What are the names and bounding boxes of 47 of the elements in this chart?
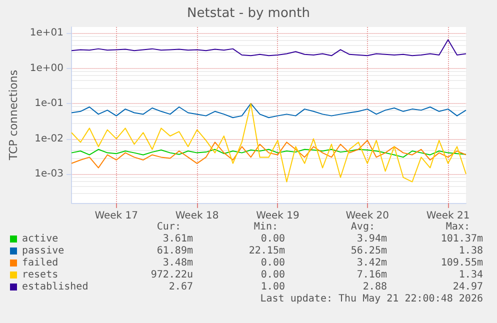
y-tick-label: 1e+00: [30, 62, 64, 74]
text: 2.88: [362, 282, 387, 292]
y-tick-label: 1e-02: [34, 133, 64, 144]
text: Last update: Thu May 21 22:00:48 2026: [260, 294, 483, 304]
x-tick-label: Week 17: [94, 210, 138, 222]
text: 56.25m: [350, 246, 387, 256]
text: 3.61m: [162, 234, 193, 244]
text: Avg:: [350, 222, 375, 232]
line-series: [71, 39, 466, 56]
chart-title: Netstat - by month: [187, 6, 310, 21]
text: 109.55m: [440, 258, 483, 268]
text: 0.00: [260, 258, 285, 268]
text: 22.15m: [248, 246, 285, 256]
line-series: [71, 103, 466, 118]
text: Min:: [254, 222, 278, 232]
text: 3.94m: [356, 234, 387, 244]
text: 2.67: [168, 282, 193, 292]
line-series: [71, 140, 466, 168]
y-tick-label: 1e-01: [34, 98, 64, 110]
text: 61.89m: [156, 246, 193, 256]
legend-label: established: [22, 282, 88, 292]
text: 0.00: [260, 270, 285, 280]
text: 3.42m: [356, 258, 387, 268]
line-series: [71, 103, 466, 182]
y-tick-label: 1e+01: [30, 28, 64, 39]
x-tick-label: Week 21: [426, 210, 470, 222]
text: 24.97: [452, 282, 483, 292]
text: 1.34: [458, 270, 483, 280]
x-tick-label: Week 20: [346, 210, 390, 222]
legend-label: failed: [22, 258, 58, 268]
y-axis-title: TCP connections: [7, 70, 20, 162]
legend-label: passive: [22, 246, 64, 256]
text: 3.48m: [162, 258, 193, 268]
legend-label: resets: [22, 270, 58, 280]
text: 7.16m: [356, 270, 387, 280]
text: Cur:: [156, 222, 181, 232]
text: 972.22u: [150, 270, 193, 280]
text: 1.00: [260, 282, 285, 292]
text: 1.38: [458, 246, 483, 256]
text: 101.37m: [440, 234, 483, 244]
x-tick-label: Week 18: [175, 210, 219, 222]
legend-label: active: [22, 234, 58, 244]
text: 0.00: [260, 234, 285, 244]
text: Max:: [446, 222, 470, 232]
y-tick-label: 1e-03: [34, 168, 64, 180]
line-series: [71, 148, 466, 158]
x-tick-label: Week 19: [256, 210, 300, 222]
